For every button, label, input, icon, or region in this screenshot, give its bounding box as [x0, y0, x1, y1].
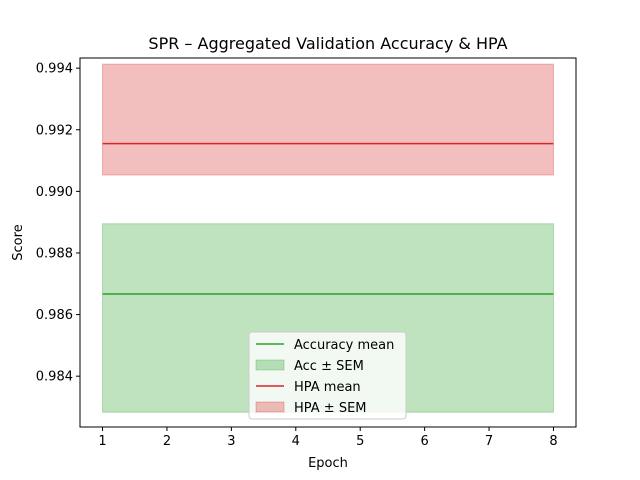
x-tick-label: 2 — [163, 434, 171, 449]
x-tick-label: 6 — [420, 434, 428, 449]
plot-area-frame — [79, 57, 577, 428]
x-tick-label: 3 — [227, 434, 235, 449]
x-tick-label: 1 — [98, 434, 106, 449]
y-tick-label: 0.992 — [36, 123, 73, 138]
sem-band-accuracy-mean — [102, 223, 554, 413]
x-axis-ticks: 1 2 3 4 5 6 7 8 — [98, 427, 558, 449]
legend-box — [248, 331, 407, 420]
legend-label-acc-sem: Acc ± SEM — [294, 359, 364, 374]
sem-band-hpa-mean — [102, 63, 554, 176]
legend-swatch-hpa-sem — [255, 401, 285, 413]
legend-label-hpa-mean: HPA mean — [294, 380, 361, 395]
y-tick-label: 0.984 — [36, 370, 73, 385]
mean-lines — [102, 142, 554, 295]
y-axis-ticks: 0.984 0.986 0.988 0.990 0.992 0.994 — [36, 62, 80, 385]
y-tick-label: 0.988 — [36, 246, 73, 261]
legend: Accuracy mean Acc ± SEM HPA mean HPA ± S… — [248, 331, 407, 420]
chart-title: SPR – Aggregated Validation Accuracy & H… — [148, 34, 507, 53]
legend-label-accuracy-mean: Accuracy mean — [294, 338, 394, 353]
legend-swatch-acc-sem — [255, 359, 285, 371]
y-tick-label: 0.994 — [36, 62, 73, 77]
legend-label-hpa-sem: HPA ± SEM — [294, 401, 367, 416]
x-tick-label: 4 — [292, 434, 300, 449]
x-tick-label: 5 — [356, 434, 364, 449]
x-axis-label: Epoch — [308, 456, 348, 471]
y-tick-label: 0.990 — [36, 185, 73, 200]
y-axis-label: Score — [11, 224, 26, 260]
x-tick-label: 7 — [485, 434, 493, 449]
sem-bands — [102, 63, 554, 413]
x-tick-label: 8 — [549, 434, 557, 449]
y-tick-label: 0.986 — [36, 308, 73, 323]
